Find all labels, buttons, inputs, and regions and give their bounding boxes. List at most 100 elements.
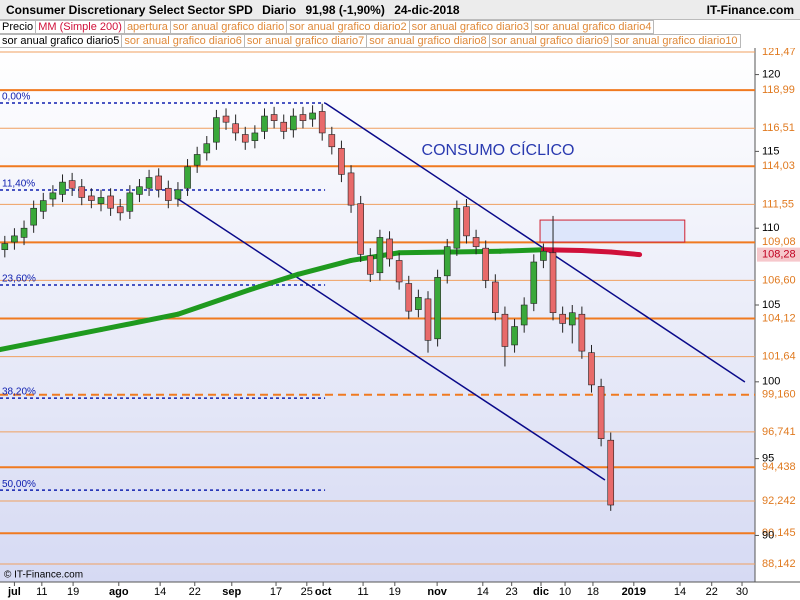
x-tick-label: nov: [427, 586, 447, 598]
fib-label: 0,00%: [2, 92, 30, 103]
candle-body: [203, 143, 211, 154]
tab[interactable]: sor anual grafico diario10: [612, 34, 741, 48]
fib-label: 23,60%: [2, 274, 36, 285]
candle-body: [270, 114, 278, 121]
tab-row: Precio MM (Simple 200) apertura sor anual g…: [0, 20, 800, 34]
candle-body: [165, 187, 172, 201]
tab[interactable]: Precio: [0, 20, 37, 34]
title: Consumer Discretionary Select Sector SPD: [6, 3, 253, 17]
candle-body: [126, 192, 134, 212]
tab[interactable]: sor anual grafico diario4: [532, 20, 655, 34]
ma-label: 108,28: [762, 249, 796, 261]
level-label: 90,145: [762, 527, 796, 539]
tab[interactable]: MM (Simple 200): [36, 20, 125, 34]
x-tick-label: 25: [301, 586, 313, 598]
ma-segment: [540, 247, 585, 253]
candle-body: [299, 114, 307, 121]
ma-segment: [247, 271, 301, 293]
tab[interactable]: sor anual grafico diario5: [0, 34, 123, 48]
annotation: CONSUMO CÍCLICO: [422, 140, 575, 159]
candle-body: [136, 186, 143, 195]
x-tick-label: 30: [736, 586, 748, 598]
candle-body: [155, 175, 162, 191]
tab[interactable]: sor anual grafico diario: [170, 20, 288, 34]
x-tick-label: 14: [674, 586, 686, 598]
x-tick-label: 14: [154, 586, 166, 598]
candle-body: [39, 200, 47, 212]
candle-body: [453, 207, 461, 249]
level-label: 88,142: [762, 558, 796, 570]
footer: © IT-Finance.com: [4, 570, 83, 581]
level-label: 101,64: [762, 351, 796, 363]
y-tick-label: 115: [762, 145, 780, 157]
candle-body: [193, 154, 201, 166]
candle-body: [213, 117, 220, 143]
trendline: [174, 196, 606, 481]
candle-body: [1, 243, 9, 251]
candle-body: [68, 180, 76, 189]
level-label: 111,55: [762, 198, 794, 210]
candle-body: [251, 132, 259, 141]
level-label: 106,60: [762, 274, 796, 286]
period: Diario: [262, 3, 297, 17]
x-tick-label: 11: [36, 586, 47, 598]
ma-segment: [497, 247, 546, 254]
y-tick-label: 100: [762, 376, 780, 388]
candle-body: [11, 235, 18, 243]
candle-body: [59, 181, 66, 195]
y-tick-label: 110: [762, 222, 780, 234]
tab[interactable]: sor anual grafico diario6: [122, 34, 245, 48]
candle-body: [492, 281, 499, 313]
candle-body: [309, 112, 316, 120]
ma-segment: [0, 327, 104, 353]
candle-body: [559, 313, 566, 324]
candle-body: [222, 115, 230, 123]
candle-body: [511, 326, 518, 346]
level-label: 94,438: [762, 461, 796, 473]
candle-body: [549, 252, 557, 313]
trendline: [324, 102, 746, 383]
tab[interactable]: sor anual grafico diario2: [287, 20, 410, 34]
tab[interactable]: sor anual grafico diario9: [489, 34, 613, 48]
candle-body: [607, 439, 615, 506]
y-tick-label: 95: [762, 453, 774, 465]
candle-body: [520, 304, 528, 326]
level-label: 116,51: [762, 122, 795, 134]
candle-body: [482, 247, 490, 281]
candle-body: [424, 298, 432, 341]
candle-body: [290, 115, 297, 131]
fib-label: 50,00%: [2, 479, 36, 490]
candle-body: [357, 203, 364, 255]
y-tick-label: 120: [762, 68, 780, 80]
candle-body: [597, 386, 605, 439]
candle-body: [97, 197, 105, 204]
level-label: 114,03: [762, 160, 795, 172]
x-tick-label: 19: [389, 586, 401, 598]
candle-body: [318, 111, 326, 134]
candle-body: [463, 206, 470, 237]
ma-segment: [98, 311, 181, 333]
tab[interactable]: sor anual grafico diario7: [244, 34, 368, 48]
ma-segment: [295, 257, 354, 277]
tab[interactable]: sor anual grafico diario3: [409, 20, 533, 34]
site: IT-Finance.com: [706, 3, 794, 17]
candle-body: [145, 177, 153, 189]
tab[interactable]: apertura: [124, 20, 171, 34]
x-tick-label: 17: [270, 586, 282, 598]
x-tick-label: 19: [67, 586, 79, 598]
x-tick-label: dic: [533, 586, 549, 598]
candle-body: [49, 192, 57, 200]
candle-body: [184, 166, 191, 189]
candle-body: [20, 227, 28, 238]
date: 24-dic-2018: [394, 3, 460, 17]
tab[interactable]: sor anual grafico diario8: [367, 34, 490, 48]
candle-body: [443, 246, 451, 277]
x-tick-label: 2019: [622, 586, 646, 598]
candle-body: [395, 260, 403, 283]
candle-body: [232, 123, 239, 134]
candle-body: [116, 206, 124, 214]
zone: [539, 219, 686, 243]
level-label: 104,12: [762, 312, 796, 324]
